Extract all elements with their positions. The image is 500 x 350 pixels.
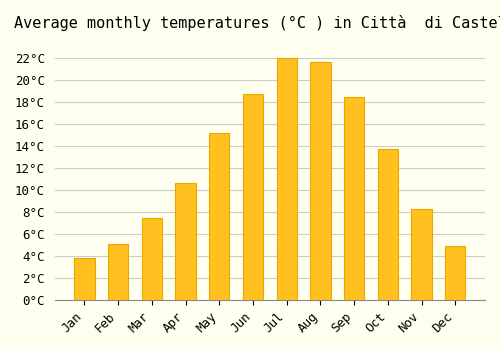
Bar bbox=[74, 258, 94, 300]
Bar bbox=[176, 183, 196, 300]
Bar bbox=[243, 93, 263, 300]
Bar bbox=[142, 218, 162, 300]
Title: Average monthly temperatures (°C ) in Città  di Castello: Average monthly temperatures (°C ) in Ci… bbox=[14, 15, 500, 31]
Bar bbox=[209, 133, 230, 300]
Bar bbox=[276, 58, 297, 300]
Bar bbox=[412, 209, 432, 300]
Bar bbox=[445, 246, 466, 300]
Bar bbox=[310, 62, 330, 300]
Bar bbox=[344, 97, 364, 300]
Bar bbox=[108, 244, 128, 300]
Bar bbox=[378, 148, 398, 300]
